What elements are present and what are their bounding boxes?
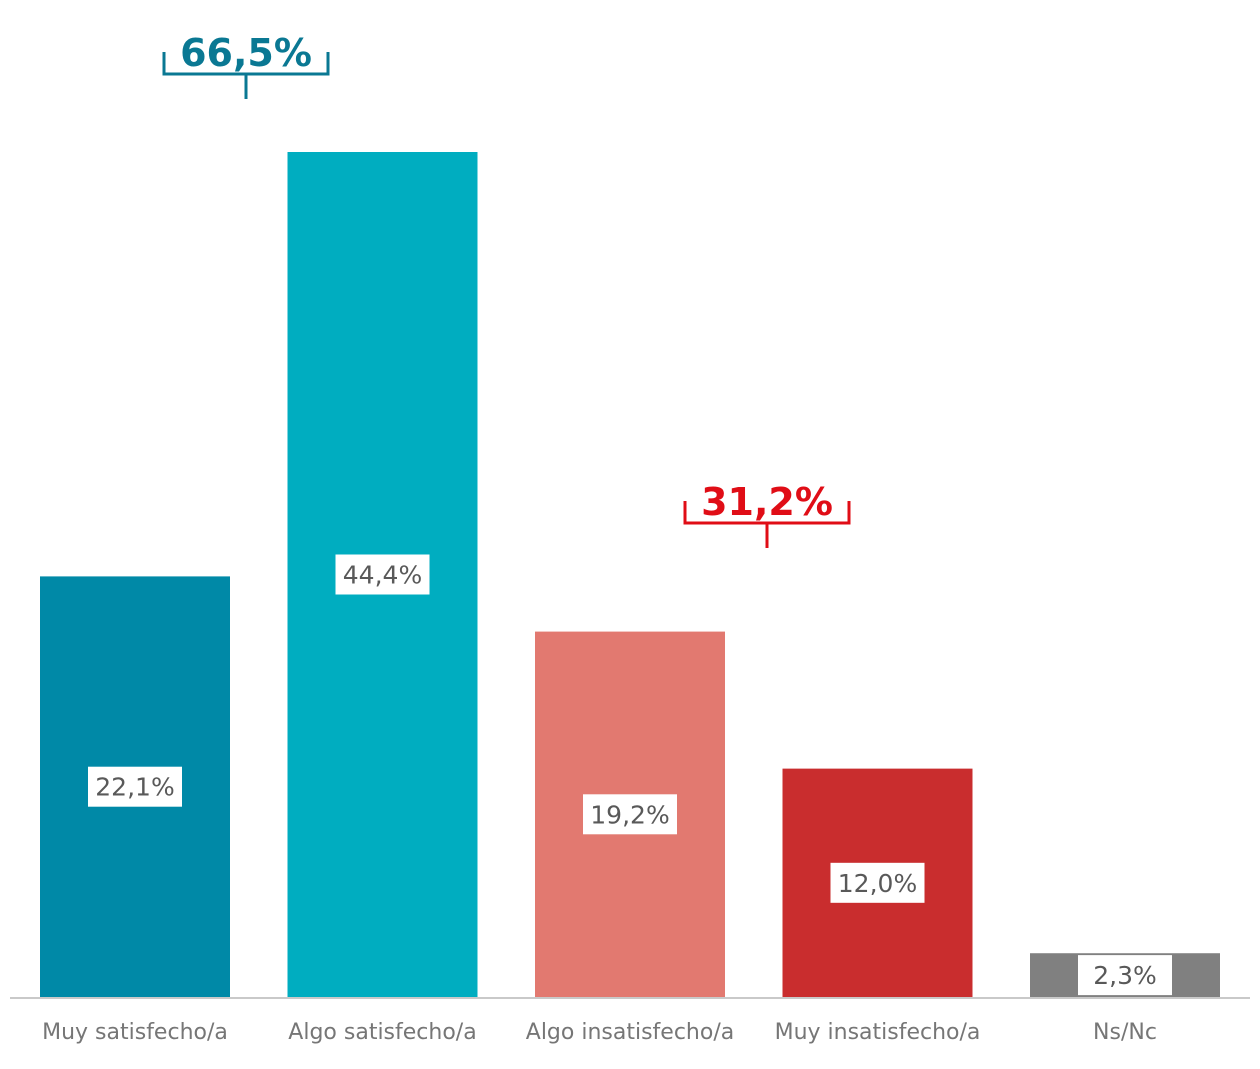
bracket-line [162, 52, 330, 99]
x-tick-label-muy-insatisfecho-a: Muy insatisfecho/a [775, 1020, 981, 1045]
bracket-line [683, 501, 851, 548]
data-label-muy-insatisfecho-a: 12,0% [830, 862, 925, 903]
data-label-box [88, 766, 182, 807]
data-label-text: 2,3% [1093, 961, 1157, 990]
bracket-total-label: 66,5% [180, 31, 312, 75]
data-label-text: 44,4% [343, 561, 422, 590]
data-label-box [830, 862, 925, 903]
bars-layer [40, 152, 1220, 997]
x-tick-label-algo-insatisfecho-a: Algo insatisfecho/a [526, 1020, 734, 1045]
x-tick-labels: Muy satisfecho/a Algo satisfecho/a Algo in… [42, 1020, 1157, 1045]
data-label-box [1078, 955, 1172, 996]
data-label-text: 19,2% [590, 800, 669, 829]
data-label-text: 12,0% [838, 869, 917, 898]
data-label-algo-insatisfecho-a: 19,2% [583, 794, 677, 835]
data-label-muy-satisfecho-a: 22,1% [88, 766, 182, 807]
data-label-ns-nc: 2,3% [1078, 955, 1172, 996]
bracket-total-label: 31,2% [701, 480, 833, 524]
bracket-annotation-1: 66,5% [162, 31, 330, 99]
bracket-annotation-2: 31,2% [683, 480, 851, 548]
data-label-algo-satisfecho-a: 44,4% [335, 554, 430, 595]
x-tick-label-ns-nc: Ns/Nc [1093, 1020, 1157, 1045]
data-label-text: 22,1% [95, 773, 174, 802]
data-label-box [583, 794, 677, 835]
labels-layer: 22,1% 44,4% 19,2% 12,0% 2,3% [88, 554, 1172, 996]
data-label-box [335, 554, 430, 595]
x-tick-label-muy-satisfecho-a: Muy satisfecho/a [42, 1020, 228, 1045]
annotations-layer: 66,5% 31,2% [162, 31, 851, 548]
x-tick-label-algo-satisfecho-a: Algo satisfecho/a [288, 1020, 476, 1045]
